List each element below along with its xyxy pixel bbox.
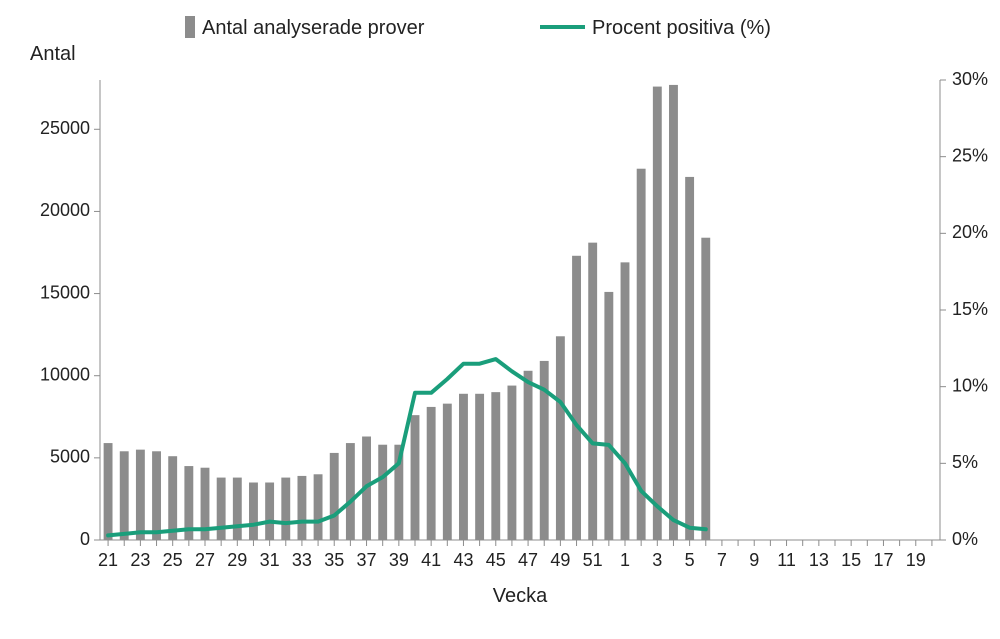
bar xyxy=(233,478,242,540)
bar xyxy=(685,177,694,540)
x-tick-label: 31 xyxy=(260,550,280,570)
x-tick-label: 39 xyxy=(389,550,409,570)
y-right-tick-label: 15% xyxy=(952,299,988,319)
bar xyxy=(120,451,129,540)
bar xyxy=(507,386,516,540)
x-tick-label: 23 xyxy=(130,550,150,570)
x-tick-label: 21 xyxy=(98,550,118,570)
combo-chart: 0 5000 10000 15000 20000 25000 Antal 0% 5% 10% 15%… xyxy=(0,0,1000,639)
x-tick-label: 1 xyxy=(620,550,630,570)
bar xyxy=(475,394,484,540)
bar xyxy=(265,483,274,541)
x-tick-label: 47 xyxy=(518,550,538,570)
x-tick-label: 11 xyxy=(777,550,796,570)
bar xyxy=(572,256,581,540)
legend-label: Procent positiva (%) xyxy=(592,17,771,39)
bar xyxy=(168,456,177,540)
bar xyxy=(378,445,387,540)
bar xyxy=(104,443,113,540)
bar xyxy=(281,478,290,540)
bar xyxy=(459,394,468,540)
x-tick-label: 5 xyxy=(685,550,695,570)
bar xyxy=(524,371,533,540)
x-tick-label: 13 xyxy=(809,550,829,570)
bar xyxy=(411,415,420,540)
x-tick-label: 35 xyxy=(324,550,344,570)
y-right-tick-label: 25% xyxy=(952,145,988,165)
bar xyxy=(314,474,323,540)
bar xyxy=(669,85,678,540)
bar xyxy=(491,392,500,540)
x-tick-label: 3 xyxy=(652,550,662,570)
chart-svg: 0 5000 10000 15000 20000 25000 Antal 0% 5% 10% 15%… xyxy=(0,0,1000,639)
bar xyxy=(249,483,258,541)
y-right-tick-label: 20% xyxy=(952,222,988,242)
bar xyxy=(621,262,630,540)
x-tick-label: 51 xyxy=(583,550,603,570)
y-left-tick-label: 0 xyxy=(80,529,90,549)
bar xyxy=(330,453,339,540)
y-right-tick-label: 0% xyxy=(952,529,978,549)
x-tick-label: 7 xyxy=(717,550,727,570)
bar xyxy=(588,243,597,540)
bar xyxy=(701,238,710,540)
y-right-tick-label: 5% xyxy=(952,452,978,472)
x-axis-title: Vecka xyxy=(493,585,548,607)
bar xyxy=(136,450,145,540)
bar xyxy=(346,443,355,540)
bar xyxy=(152,451,161,540)
legend-label: Antal analyserade prover xyxy=(202,17,425,39)
x-tick-label: 41 xyxy=(421,550,441,570)
x-tick-label: 45 xyxy=(486,550,506,570)
x-tick-label: 27 xyxy=(195,550,215,570)
x-tick-label: 33 xyxy=(292,550,312,570)
bar xyxy=(217,478,226,540)
bar xyxy=(556,336,565,540)
y-left-tick-label: 20000 xyxy=(40,200,90,220)
bar xyxy=(443,404,452,540)
x-tick-label: 15 xyxy=(841,550,861,570)
y-right-tick-label: 30% xyxy=(952,69,988,89)
y-left-tick-label: 25000 xyxy=(40,118,90,138)
y-left-tick-label: 10000 xyxy=(40,364,90,384)
y-right-tick-label: 10% xyxy=(952,375,988,395)
bar xyxy=(297,476,306,540)
x-tick-label: 25 xyxy=(163,550,183,570)
bar xyxy=(653,87,662,540)
x-tick-label: 17 xyxy=(873,550,893,570)
y-left-tick-label: 5000 xyxy=(50,447,90,467)
x-tick-label: 49 xyxy=(550,550,570,570)
y-left-title: Antal xyxy=(30,43,76,65)
x-tick-label: 43 xyxy=(453,550,473,570)
y-left-tick-label: 15000 xyxy=(40,282,90,302)
x-tick-label: 19 xyxy=(906,550,926,570)
bar xyxy=(427,407,436,540)
x-tick-label: 9 xyxy=(749,550,759,570)
x-tick-label: 29 xyxy=(227,550,247,570)
bar xyxy=(604,292,613,540)
legend-swatch-bar xyxy=(185,16,195,38)
x-tick-label: 37 xyxy=(357,550,377,570)
